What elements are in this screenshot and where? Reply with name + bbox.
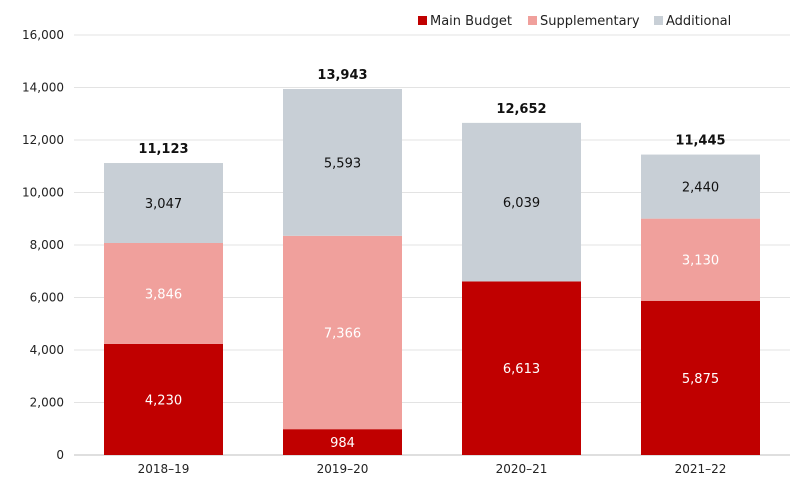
total-label: 11,123 [138,142,188,157]
segment-value-label: 5,875 [682,372,719,387]
bar-segment [462,122,581,282]
y-axis: 0 2,000 4,000 6,000 8,000 10,000 12,000 14,000 1… [22,28,64,462]
bar-segment [641,218,760,301]
legend: Main Budget Supplementary Additional [418,14,731,29]
total-label: 11,445 [675,134,725,149]
y-tick-label: 12,000 [22,133,64,147]
segment-value-label: 3,846 [145,287,182,302]
legend-swatch [528,16,537,25]
x-tick-label: 2019–20 [317,462,369,476]
y-tick-label: 10,000 [22,186,64,200]
x-tick-label: 2018–19 [138,462,190,476]
legend-label: Supplementary [540,14,640,29]
bar-segment [283,88,402,236]
bar-segment [641,300,760,455]
x-tick-label: 2020–21 [496,462,548,476]
bar-segment [462,281,581,455]
bar-segment [283,235,402,430]
bars: 4,230 3,846 3,047 11,123 984 7,366 5,593 13,943… [104,68,760,455]
bar-segment [104,343,223,455]
segment-value-label: 4,230 [145,393,182,408]
legend-label: Main Budget [430,14,512,29]
segment-value-label: 5,593 [324,156,361,171]
total-label: 12,652 [496,102,546,117]
segment-value-label: 2,440 [682,181,719,196]
bar-segment [641,154,760,219]
x-tick-label: 2021–22 [675,462,727,476]
y-tick-label: 6,000 [30,291,64,305]
y-tick-label: 14,000 [22,81,64,95]
bar-segment [283,429,402,455]
legend-swatch [418,16,427,25]
total-label: 13,943 [317,68,367,83]
y-tick-label: 0 [56,448,64,462]
legend-label: Additional [666,14,731,29]
segment-value-label: 7,366 [324,326,361,341]
bar-segment [104,243,223,344]
segment-value-label: 6,613 [503,362,540,377]
x-axis: 2018–19 2019–20 2020–21 2021–22 [138,462,727,476]
bar-segment [104,163,223,244]
segment-value-label: 984 [330,436,355,451]
y-tick-label: 4,000 [30,343,64,357]
segment-value-label: 3,130 [682,254,719,269]
y-tick-label: 8,000 [30,238,64,252]
y-tick-label: 2,000 [30,396,64,410]
segment-value-label: 3,047 [145,197,182,212]
segment-value-label: 6,039 [503,196,540,211]
y-tick-label: 16,000 [22,28,64,42]
legend-swatch [654,16,663,25]
